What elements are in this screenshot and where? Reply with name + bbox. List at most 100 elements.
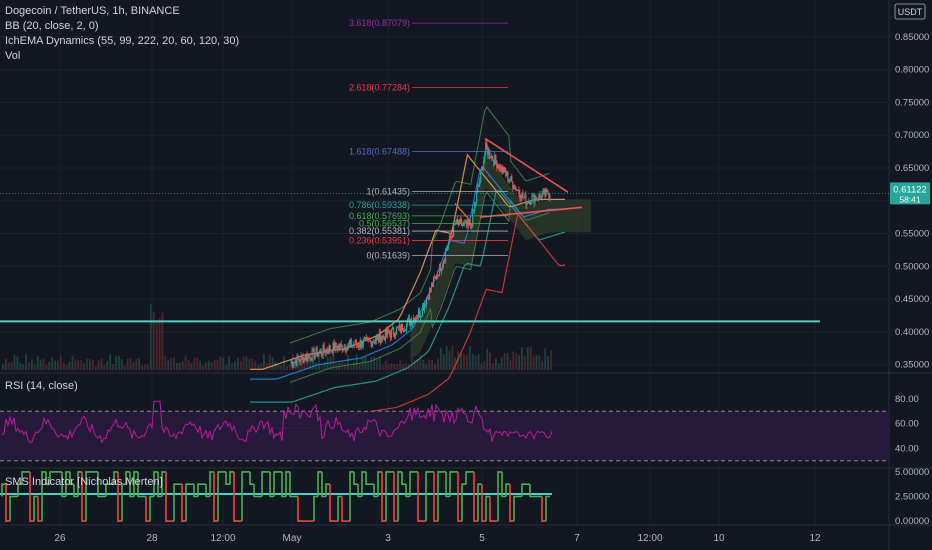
candle-body	[537, 198, 539, 200]
candle-body	[407, 318, 410, 320]
volume-bar	[358, 363, 361, 370]
candle-body	[296, 355, 298, 366]
candle-body	[454, 224, 456, 226]
sms-step	[545, 495, 550, 522]
candle-body	[409, 320, 412, 326]
candle-body	[476, 192, 478, 203]
candle-body	[523, 197, 525, 199]
ichema-legend[interactable]: IchEMA Dynamics (55, 99, 222, 20, 60, 12…	[5, 35, 240, 47]
candle-body	[342, 349, 344, 351]
sms-step	[41, 471, 46, 522]
x-tick-label: 12:00	[637, 533, 662, 544]
volume-bar	[518, 354, 520, 370]
rsi-pane-label[interactable]: RSI (14, close)	[5, 380, 78, 392]
bb-legend[interactable]: BB (20, close, 2, 0)	[5, 20, 99, 32]
sms-step	[373, 484, 378, 498]
volume-bar	[437, 358, 439, 370]
volume-bar	[399, 360, 402, 370]
candle-body	[508, 180, 510, 182]
volume-bar	[62, 363, 65, 370]
sms-step	[213, 471, 218, 522]
sms-step	[529, 484, 534, 498]
candle-body	[533, 194, 535, 204]
volume-bar	[178, 362, 181, 370]
candle-body	[370, 341, 372, 347]
volume-bar	[33, 364, 36, 370]
volume-bar	[260, 363, 262, 370]
sms-step	[409, 471, 414, 497]
candle-body	[302, 356, 304, 364]
x-tick-label: 3	[385, 533, 391, 544]
candle-body	[291, 361, 293, 367]
candle-body	[345, 350, 347, 352]
volume-bar	[350, 365, 352, 370]
sms-step	[205, 484, 210, 498]
volume-bar	[370, 356, 373, 370]
volume-bar	[231, 363, 233, 370]
volume-bar	[506, 353, 509, 370]
volume-bar	[315, 362, 317, 370]
candle-body	[536, 198, 538, 201]
sms-step	[113, 471, 118, 485]
candle-body	[473, 210, 475, 212]
candle-body	[350, 339, 352, 347]
candle-body	[424, 304, 427, 306]
volume-bar	[65, 365, 68, 370]
volume-bar	[239, 361, 242, 370]
vol-legend[interactable]: Vol	[5, 50, 21, 62]
volume-bar	[80, 360, 83, 370]
candle-body	[341, 344, 343, 351]
price-badge-countdown: 58:41	[899, 194, 921, 204]
volume-bar	[7, 362, 10, 370]
fib-level-label: 0.5(0.56537)	[359, 218, 410, 228]
candle-body	[392, 327, 394, 335]
candle-body	[519, 193, 521, 199]
candle-body	[479, 180, 481, 185]
symbol-title[interactable]: Dogecoin / TetherUS, 1h, BINANCE	[5, 5, 180, 17]
volume-bar	[393, 364, 396, 370]
y-tick-label: 0.45000	[895, 294, 929, 305]
candle-body	[373, 342, 375, 344]
candle-body	[528, 201, 530, 204]
volume-bar	[471, 353, 474, 370]
bb-lower-line	[289, 191, 550, 383]
volume-bar	[503, 352, 506, 370]
volume-bar	[373, 357, 375, 370]
sms-step	[285, 471, 290, 497]
candle-body	[520, 198, 522, 200]
candle-body	[294, 360, 296, 362]
candle-body	[332, 342, 334, 353]
sms-pane-label[interactable]: SMS Indicator [Nicholas Merten]	[5, 476, 163, 488]
candle-body	[418, 310, 421, 318]
candle-body	[478, 184, 480, 187]
sms-step	[393, 471, 398, 522]
volume-bar	[280, 365, 283, 370]
volume-bar	[445, 346, 448, 370]
sms-step	[125, 471, 130, 485]
candle-body	[366, 337, 368, 339]
volume-bar	[25, 354, 27, 370]
volume-bar	[442, 353, 445, 370]
candle-body	[420, 315, 423, 317]
volume-bar	[544, 348, 547, 370]
volume-bar	[500, 356, 503, 370]
candle-body	[510, 176, 512, 181]
candle-body	[446, 250, 448, 251]
candle-body	[375, 336, 377, 341]
volume-bar	[477, 354, 480, 370]
volume-bar	[454, 357, 457, 370]
candle-body	[358, 346, 360, 348]
volume-bar	[352, 362, 355, 370]
volume-bar	[164, 356, 167, 370]
candle-body	[413, 318, 416, 323]
volume-bar	[147, 365, 149, 370]
volume-bar	[390, 362, 393, 370]
candle-body	[324, 351, 326, 354]
sms-series	[1, 471, 550, 522]
candle-body	[544, 189, 546, 196]
sms-step	[105, 483, 110, 497]
sms-step	[377, 471, 382, 497]
volume-bar	[286, 365, 288, 370]
